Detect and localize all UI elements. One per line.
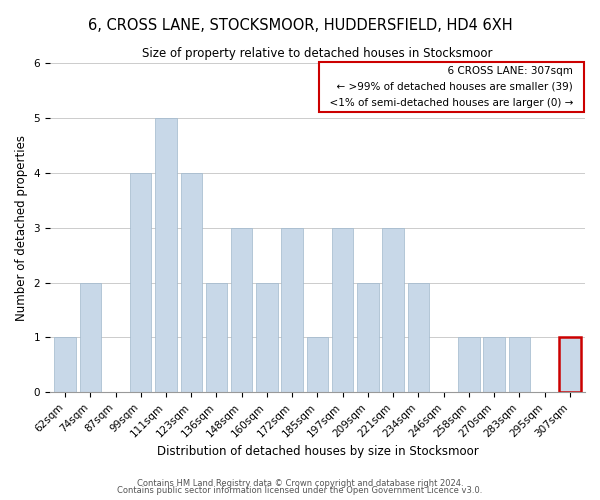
Bar — [458, 338, 479, 392]
Bar — [559, 338, 581, 392]
Text: 6, CROSS LANE, STOCKSMOOR, HUDDERSFIELD, HD4 6XH: 6, CROSS LANE, STOCKSMOOR, HUDDERSFIELD,… — [88, 18, 512, 32]
Bar — [407, 282, 429, 393]
Text: Contains HM Land Registry data © Crown copyright and database right 2024.: Contains HM Land Registry data © Crown c… — [137, 478, 463, 488]
X-axis label: Distribution of detached houses by size in Stocksmoor: Distribution of detached houses by size … — [157, 444, 478, 458]
Bar — [357, 282, 379, 393]
Bar — [281, 228, 303, 392]
Bar — [307, 338, 328, 392]
Bar — [181, 173, 202, 392]
Bar — [55, 338, 76, 392]
Bar — [484, 338, 505, 392]
Bar — [80, 282, 101, 393]
Bar — [155, 118, 177, 392]
Text: Contains public sector information licensed under the Open Government Licence v3: Contains public sector information licen… — [118, 486, 482, 495]
Bar — [332, 228, 353, 392]
Title: Size of property relative to detached houses in Stocksmoor: Size of property relative to detached ho… — [142, 48, 493, 60]
Bar — [206, 282, 227, 393]
Bar — [509, 338, 530, 392]
Bar — [231, 228, 253, 392]
Text: 6 CROSS LANE: 307sqm  
  ← >99% of detached houses are smaller (39)  
  <1% of s: 6 CROSS LANE: 307sqm ← >99% of detached … — [323, 66, 580, 108]
Bar — [130, 173, 151, 392]
Y-axis label: Number of detached properties: Number of detached properties — [15, 134, 28, 320]
Bar — [256, 282, 278, 393]
Bar — [382, 228, 404, 392]
